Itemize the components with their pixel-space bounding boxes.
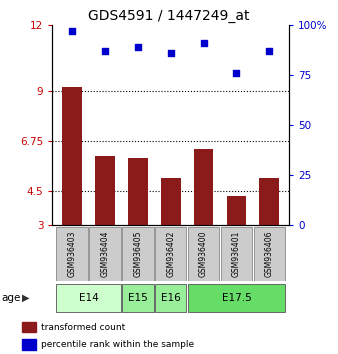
Text: E16: E16 (161, 293, 180, 303)
Point (69, 28, 75, 34)
Text: ▶: ▶ (22, 293, 30, 303)
Bar (62, 87, 82, 225)
Bar (22, 322, 36, 332)
Point (201, 40, 206, 46)
Text: percentile rank within the sample: percentile rank within the sample (41, 340, 194, 349)
Bar (188, 227, 219, 281)
Text: GSM936400: GSM936400 (199, 231, 208, 277)
Point (135, 44, 141, 50)
Bar (89, 227, 121, 281)
Bar (221, 227, 252, 281)
Bar (56, 284, 121, 312)
Text: E14: E14 (79, 293, 98, 303)
Bar (188, 284, 285, 312)
Bar (161, 178, 180, 225)
Text: GSM936405: GSM936405 (133, 231, 142, 277)
Text: E15: E15 (128, 293, 148, 303)
Bar (56, 227, 88, 281)
Text: age: age (2, 293, 21, 303)
Text: GSM936403: GSM936403 (68, 231, 77, 277)
Point (234, 70, 239, 76)
Bar (22, 339, 36, 349)
Bar (254, 227, 285, 281)
Bar (194, 149, 213, 225)
Bar (155, 284, 187, 312)
Text: GDS4591 / 1447249_at: GDS4591 / 1447249_at (88, 9, 250, 23)
Text: GSM936404: GSM936404 (100, 231, 110, 277)
Bar (122, 284, 153, 312)
Bar (226, 196, 246, 225)
Bar (155, 227, 187, 281)
Bar (122, 227, 153, 281)
Bar (95, 156, 115, 225)
Point (168, 50, 173, 56)
Bar (128, 158, 148, 225)
Bar (260, 178, 279, 225)
Text: E17.5: E17.5 (221, 293, 251, 303)
Text: GSM936401: GSM936401 (232, 231, 241, 277)
Text: GSM936406: GSM936406 (265, 231, 274, 277)
Text: transformed count: transformed count (41, 323, 125, 332)
Text: GSM936402: GSM936402 (166, 231, 175, 277)
Point (102, 48, 108, 53)
Point (267, 48, 272, 53)
